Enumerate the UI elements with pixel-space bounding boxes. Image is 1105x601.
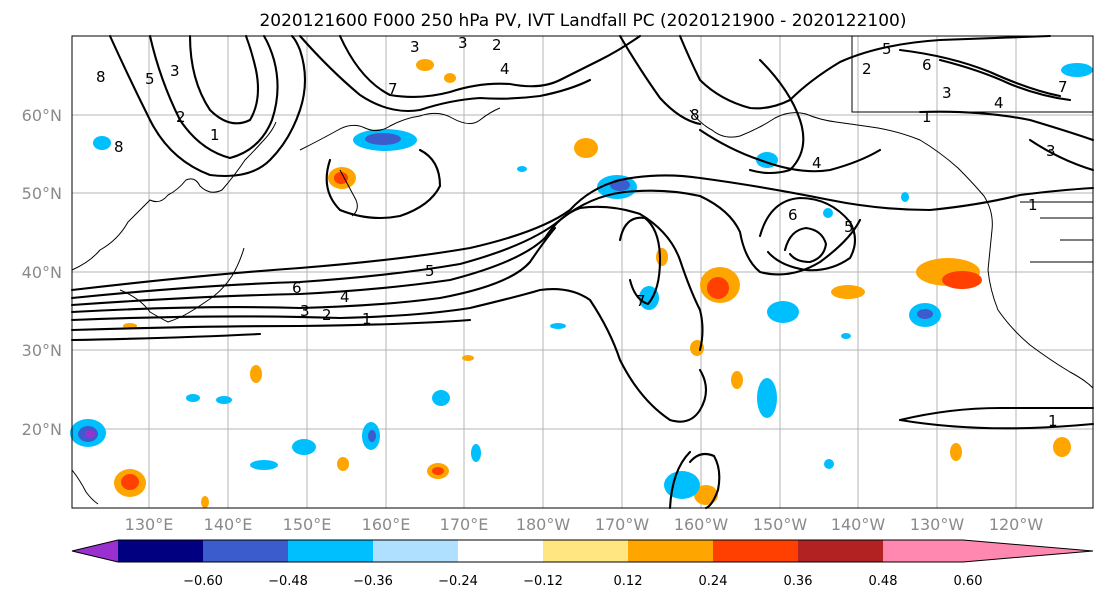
colorbar-swatch (373, 540, 458, 562)
contour-label: 5 (145, 70, 155, 88)
contour-label: 2 (492, 36, 502, 54)
lat-label: 60°N (22, 106, 62, 125)
lat-label: 50°N (22, 184, 62, 203)
lon-label: 160°W (674, 515, 729, 534)
colorbar-tick: −0.60 (183, 574, 223, 589)
contour-label: 3 (300, 302, 310, 320)
contour-labels: 8 5 3 2 1 8 3 3 2 4 7 5 6 2 3 4 7 1 8 4 … (96, 34, 1068, 430)
colorbar-tick: −0.36 (353, 574, 393, 589)
colorbar-tick: −0.12 (523, 574, 563, 589)
colorbar-swatch (203, 540, 288, 562)
contour-label: 8 (690, 106, 700, 124)
colorbar-tick: −0.24 (438, 574, 478, 589)
contour-label: 6 (788, 206, 798, 224)
lon-label: 160°E (362, 515, 411, 534)
coastlines (71, 36, 1094, 505)
contour-label: 4 (812, 154, 822, 172)
lon-label: 130°W (910, 515, 965, 534)
contour-label: 3 (170, 62, 180, 80)
colorbar-tick: 0.60 (954, 574, 983, 589)
figure-title: 2020121600 F000 250 hPa PV, IVT Landfall… (259, 11, 906, 31)
contour-label: 4 (500, 60, 510, 78)
lat-label: 30°N (22, 341, 62, 360)
contour-label: 2 (176, 108, 186, 126)
colorbar-swatch (543, 540, 628, 562)
contour-label: 1 (922, 108, 932, 126)
lon-label: 150°W (753, 515, 808, 534)
colorbar-swatch (628, 540, 713, 562)
lon-label: 170°E (440, 515, 489, 534)
contour-label: 5 (882, 40, 892, 58)
map-frame (71, 35, 1094, 509)
contour-label: 8 (114, 138, 124, 156)
map-panel: 8 5 3 2 1 8 3 3 2 4 7 5 6 2 3 4 7 1 8 4 … (70, 34, 1095, 510)
contour-label: 3 (458, 34, 468, 52)
longitude-labels: 130°E 140°E 150°E 160°E 170°E 180°W 170°… (125, 515, 1044, 534)
colorbar: −0.60 −0.48 −0.36 −0.24 −0.12 0.12 0.24 … (71, 539, 1094, 589)
contour-label: 2 (862, 60, 872, 78)
colorbar-tick: −0.48 (268, 574, 308, 589)
lat-label: 40°N (22, 263, 62, 282)
contour-label: 7 (1058, 78, 1068, 96)
contour-label: 1 (362, 310, 372, 328)
colorbar-swatch (118, 540, 203, 562)
colorbar-swatch (288, 540, 373, 562)
contour-label: 7 (636, 292, 646, 310)
contour-label: 6 (292, 279, 302, 297)
lon-label: 120°W (989, 515, 1044, 534)
lon-label: 180°W (516, 515, 571, 534)
contour-label: 3 (942, 84, 952, 102)
lon-label: 150°E (283, 515, 332, 534)
colorbar-tick: 0.36 (784, 574, 813, 589)
colorbar-swatch (713, 540, 798, 562)
colorbar-swatch (798, 540, 883, 562)
colorbar-outline (71, 539, 1094, 563)
contour-label: 5 (844, 218, 854, 236)
lon-label: 140°E (204, 515, 253, 534)
contour-label: 6 (922, 56, 932, 74)
contour-label: 1 (210, 126, 220, 144)
contour-label: 4 (340, 288, 350, 306)
colorbar-extend-min (72, 540, 118, 562)
contour-label: 1 (1048, 412, 1058, 430)
contour-label: 1 (1028, 196, 1038, 214)
colorbar-tick: 0.48 (869, 574, 898, 589)
contour-label: 3 (1046, 142, 1056, 160)
latitude-labels: 60°N 50°N 40°N 30°N 20°N (22, 106, 62, 439)
contour-label: 7 (388, 80, 398, 98)
contour-label: 4 (994, 94, 1004, 112)
contour-label: 5 (425, 262, 435, 280)
colorbar-tick: 0.12 (614, 574, 643, 589)
lon-label: 130°E (125, 515, 174, 534)
colorbar-extend-max (883, 540, 1093, 562)
contour-label: 8 (96, 68, 106, 86)
lon-label: 170°W (595, 515, 650, 534)
colorbar-swatch (458, 540, 543, 562)
contour-label: 2 (322, 306, 332, 324)
pv-contours (70, 34, 1095, 510)
lon-label: 140°W (831, 515, 886, 534)
colorbar-tick: 0.24 (699, 574, 728, 589)
contour-label: 3 (410, 38, 420, 56)
lat-label: 20°N (22, 420, 62, 439)
